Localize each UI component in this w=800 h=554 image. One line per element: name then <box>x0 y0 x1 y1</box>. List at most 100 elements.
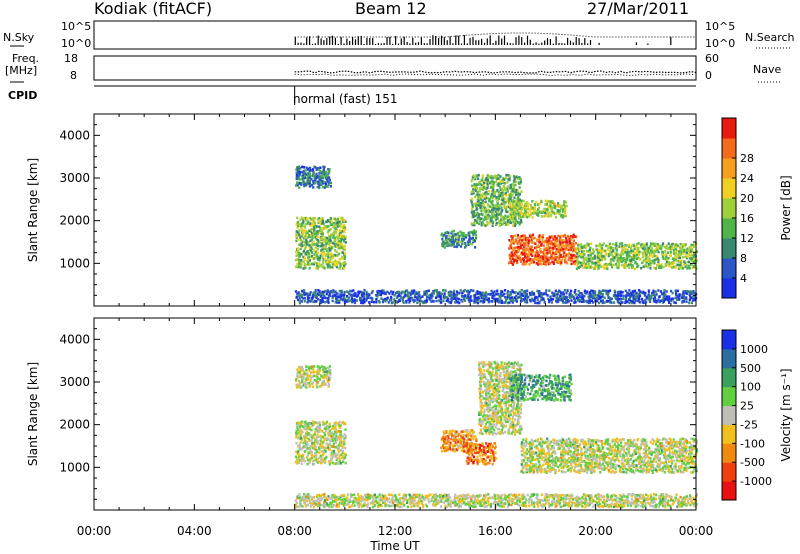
echo-cell <box>343 230 346 234</box>
echo-cell <box>308 426 311 429</box>
echo-cell <box>343 421 346 425</box>
echo-cell <box>335 441 338 444</box>
echo-cell <box>336 299 339 303</box>
echo-cell <box>542 253 545 257</box>
echo-cell <box>511 253 515 256</box>
echo-cell <box>508 387 511 391</box>
echo-cell <box>446 447 449 450</box>
echo-cell <box>468 300 471 303</box>
echo-cell <box>495 175 498 178</box>
echo-cell <box>547 200 550 203</box>
nsky-bar <box>452 43 454 45</box>
echo-cell <box>295 433 298 437</box>
echo-cell <box>624 297 628 301</box>
echo-cell <box>322 165 325 169</box>
echo-cell <box>458 438 461 441</box>
cpid-label: CPID <box>8 89 38 102</box>
echo-cell <box>528 263 531 266</box>
echo-cell <box>506 401 509 404</box>
echo-cell <box>635 257 638 261</box>
echo-cell <box>693 265 696 268</box>
echo-cell <box>489 442 492 446</box>
echo-cell <box>323 300 326 304</box>
echo-cell <box>631 264 634 267</box>
echo-cell <box>300 226 303 230</box>
echo-cell <box>329 217 332 220</box>
echo-cell <box>581 262 584 265</box>
echo-cell <box>616 297 619 301</box>
echo-cell <box>657 262 660 265</box>
echo-cell <box>494 214 497 217</box>
echo-cell <box>511 202 514 206</box>
echo-cell <box>480 223 483 227</box>
echo-cell <box>684 290 687 293</box>
echo-cell <box>495 196 498 199</box>
echo-region <box>440 229 478 249</box>
echo-cell <box>536 238 539 241</box>
echo-cell <box>654 300 657 303</box>
echo-cell <box>472 448 475 452</box>
echo-cell <box>488 417 491 420</box>
echo-cell <box>520 190 523 194</box>
echo-cell <box>469 297 472 300</box>
echo-cell <box>547 212 550 215</box>
echo-cell <box>532 258 535 261</box>
echo-cell <box>640 245 643 249</box>
echo-cell <box>465 443 468 446</box>
echo-cell <box>305 455 309 459</box>
echo-cell <box>323 165 326 169</box>
echo-cell <box>486 182 489 186</box>
echo-cell <box>344 252 347 255</box>
echo-cell <box>604 249 607 253</box>
echo-cell <box>504 413 508 417</box>
echo-cell <box>488 421 491 424</box>
echo-cell <box>497 417 500 421</box>
echo-cell <box>311 295 314 299</box>
echo-cell <box>488 222 491 225</box>
echo-cell <box>357 290 360 294</box>
echo-cell <box>317 421 320 425</box>
echo-cell <box>495 419 498 423</box>
echo-cell <box>477 199 480 202</box>
echo-cell <box>514 418 517 421</box>
echo-cell <box>341 451 344 455</box>
echo-cell <box>506 181 509 184</box>
echo-cell <box>585 244 588 248</box>
echo-cell <box>475 458 478 461</box>
echo-cell <box>645 244 648 247</box>
echo-cell <box>456 231 460 235</box>
echo-cell <box>321 290 324 294</box>
echo-cell <box>300 294 303 297</box>
echo-cell <box>296 183 299 187</box>
echo-cell <box>319 166 322 169</box>
echo-cell <box>503 374 506 377</box>
echo-cell <box>324 376 327 379</box>
echo-cell <box>506 301 509 305</box>
echo-cell <box>311 168 315 171</box>
echo-cell <box>295 173 299 177</box>
echo-cell <box>320 232 323 236</box>
echo-cell <box>327 438 330 441</box>
echo-cell <box>466 431 469 434</box>
echo-cell <box>513 364 516 367</box>
echo-cell <box>485 402 488 405</box>
echo-cell <box>498 410 502 413</box>
echo-cell <box>669 265 672 268</box>
echo-cell <box>612 249 615 252</box>
echo-cell <box>303 289 306 292</box>
echo-cell <box>326 264 329 267</box>
echo-cell <box>443 246 447 249</box>
nsky-bar <box>329 36 331 45</box>
echo-cell <box>562 214 565 218</box>
echo-cell <box>447 237 450 241</box>
echo-cell <box>303 296 306 300</box>
echo-cell <box>392 290 395 294</box>
echo-cell <box>539 262 542 266</box>
echo-cell <box>500 210 503 213</box>
echo-cell <box>323 267 326 270</box>
echo-cell <box>509 192 512 196</box>
echo-cell <box>480 380 483 383</box>
echo-cell <box>646 249 650 253</box>
echo-cell <box>303 243 306 247</box>
echo-cell <box>674 254 677 258</box>
